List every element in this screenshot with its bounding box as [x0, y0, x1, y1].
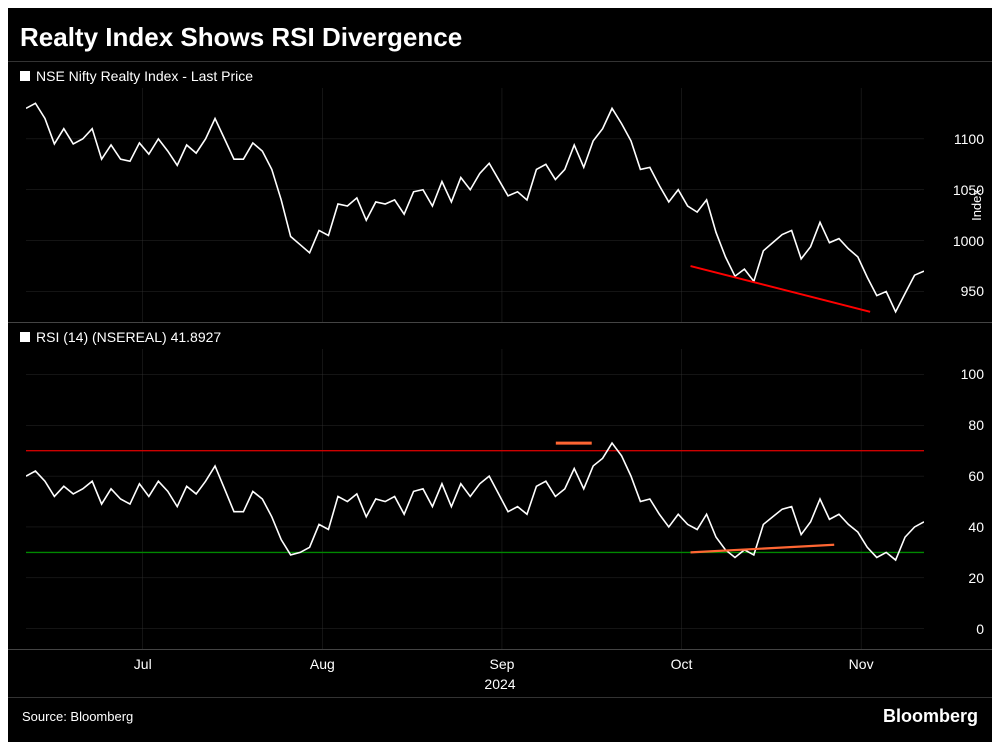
x-year-label: 2024: [484, 676, 515, 692]
chart-container: Realty Index Shows RSI Divergence NSE Ni…: [0, 0, 1000, 750]
y-tick-label: 100: [961, 366, 984, 382]
y-tick-label: 1100: [954, 131, 984, 147]
x-tick-label: Oct: [671, 656, 693, 672]
rsi-plot: [26, 349, 924, 649]
price-panel: Index 950100010501100: [8, 88, 992, 323]
y-tick-label: 40: [968, 519, 984, 535]
chart-footer: Source: Bloomberg Bloomberg: [8, 697, 992, 737]
top-legend-label: NSE Nifty Realty Index - Last Price: [36, 68, 253, 84]
price-y-axis: Index 950100010501100: [928, 88, 992, 322]
x-tick-label: Sep: [489, 656, 514, 672]
y-tick-label: 1000: [953, 233, 984, 249]
rsi-y-axis: 0 20 40 60 80 100: [928, 349, 992, 649]
legend-marker-icon: [20, 332, 30, 342]
y-tick-label: 20: [968, 570, 984, 586]
x-axis: 2024 Jul Aug Sep Oct Nov: [8, 649, 992, 697]
brand-label: Bloomberg: [883, 706, 978, 727]
price-plot: [26, 88, 924, 322]
y-tick-label: 1050: [953, 182, 984, 198]
top-legend: NSE Nifty Realty Index - Last Price: [8, 62, 992, 88]
y-tick-label: 80: [968, 417, 984, 433]
x-tick-label: Nov: [849, 656, 874, 672]
y-tick-label: 950: [961, 283, 984, 299]
y-tick-label: 0: [976, 621, 984, 637]
source-label: Source: Bloomberg: [22, 709, 133, 724]
x-tick-label: Aug: [310, 656, 335, 672]
chart-title: Realty Index Shows RSI Divergence: [8, 8, 992, 62]
legend-marker-icon: [20, 71, 30, 81]
y-tick-label: 60: [968, 468, 984, 484]
rsi-legend: RSI (14) (NSEREAL) 41.8927: [8, 323, 992, 349]
x-tick-label: Jul: [134, 656, 152, 672]
rsi-panel: 0 20 40 60 80 100: [8, 349, 992, 649]
rsi-legend-label: RSI (14) (NSEREAL) 41.8927: [36, 329, 221, 345]
chart-frame: Realty Index Shows RSI Divergence NSE Ni…: [8, 8, 992, 742]
